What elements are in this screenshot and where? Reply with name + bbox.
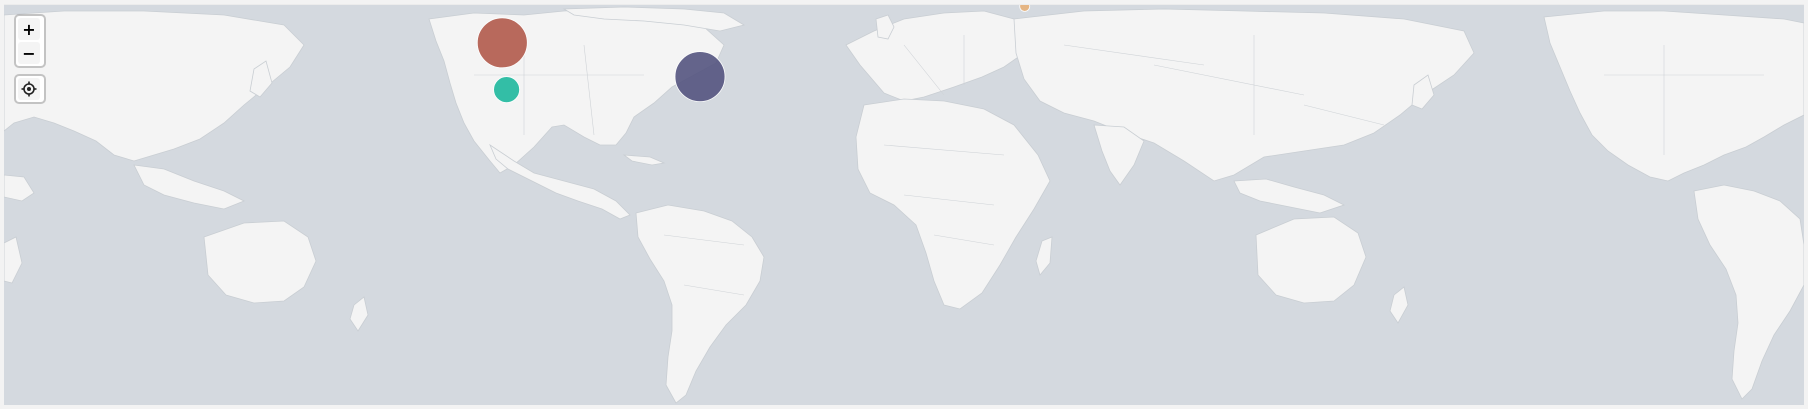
madagascar — [1035, 236, 1053, 276]
map-marker-west-coast-large[interactable] — [476, 17, 528, 69]
japan-left — [249, 60, 273, 98]
country-borders — [474, 35, 1764, 296]
map-marker-california[interactable] — [493, 76, 521, 103]
zoom-control: + − — [14, 14, 46, 68]
map-controls: + − — [14, 14, 46, 104]
locate-button[interactable] — [18, 78, 40, 100]
australia-west-edge — [4, 236, 23, 284]
british-isles — [875, 14, 895, 40]
indonesia-west-edge — [4, 174, 35, 202]
map-marker-uk[interactable] — [1019, 5, 1031, 12]
crosshair-icon — [21, 81, 37, 97]
europe — [845, 10, 1035, 102]
asia-left — [4, 10, 305, 162]
asia — [1013, 8, 1475, 182]
zoom-in-button[interactable]: + — [18, 18, 40, 40]
map-marker-east-coast[interactable] — [674, 51, 726, 102]
africa — [855, 98, 1051, 310]
japan — [1411, 74, 1435, 110]
new-zealand-left — [349, 296, 369, 332]
marker-layer — [476, 5, 1031, 103]
southeast-asia-left — [133, 164, 245, 210]
australia-right — [1255, 216, 1367, 304]
zoom-out-button[interactable]: − — [18, 42, 40, 64]
south-america-right — [1693, 184, 1804, 400]
arctic-north-america — [562, 6, 746, 32]
new-zealand-right — [1389, 286, 1409, 324]
australia-left — [203, 220, 317, 304]
basemap[interactable] — [4, 5, 1804, 405]
india — [1093, 124, 1145, 186]
mexico-central-america — [489, 143, 631, 220]
southeast-asia-islands — [1233, 178, 1346, 214]
caribbean — [622, 154, 666, 166]
south-america — [635, 204, 765, 404]
north-america-right — [1543, 10, 1804, 182]
locate-control — [14, 74, 46, 104]
world-map[interactable]: + − — [4, 4, 1804, 405]
